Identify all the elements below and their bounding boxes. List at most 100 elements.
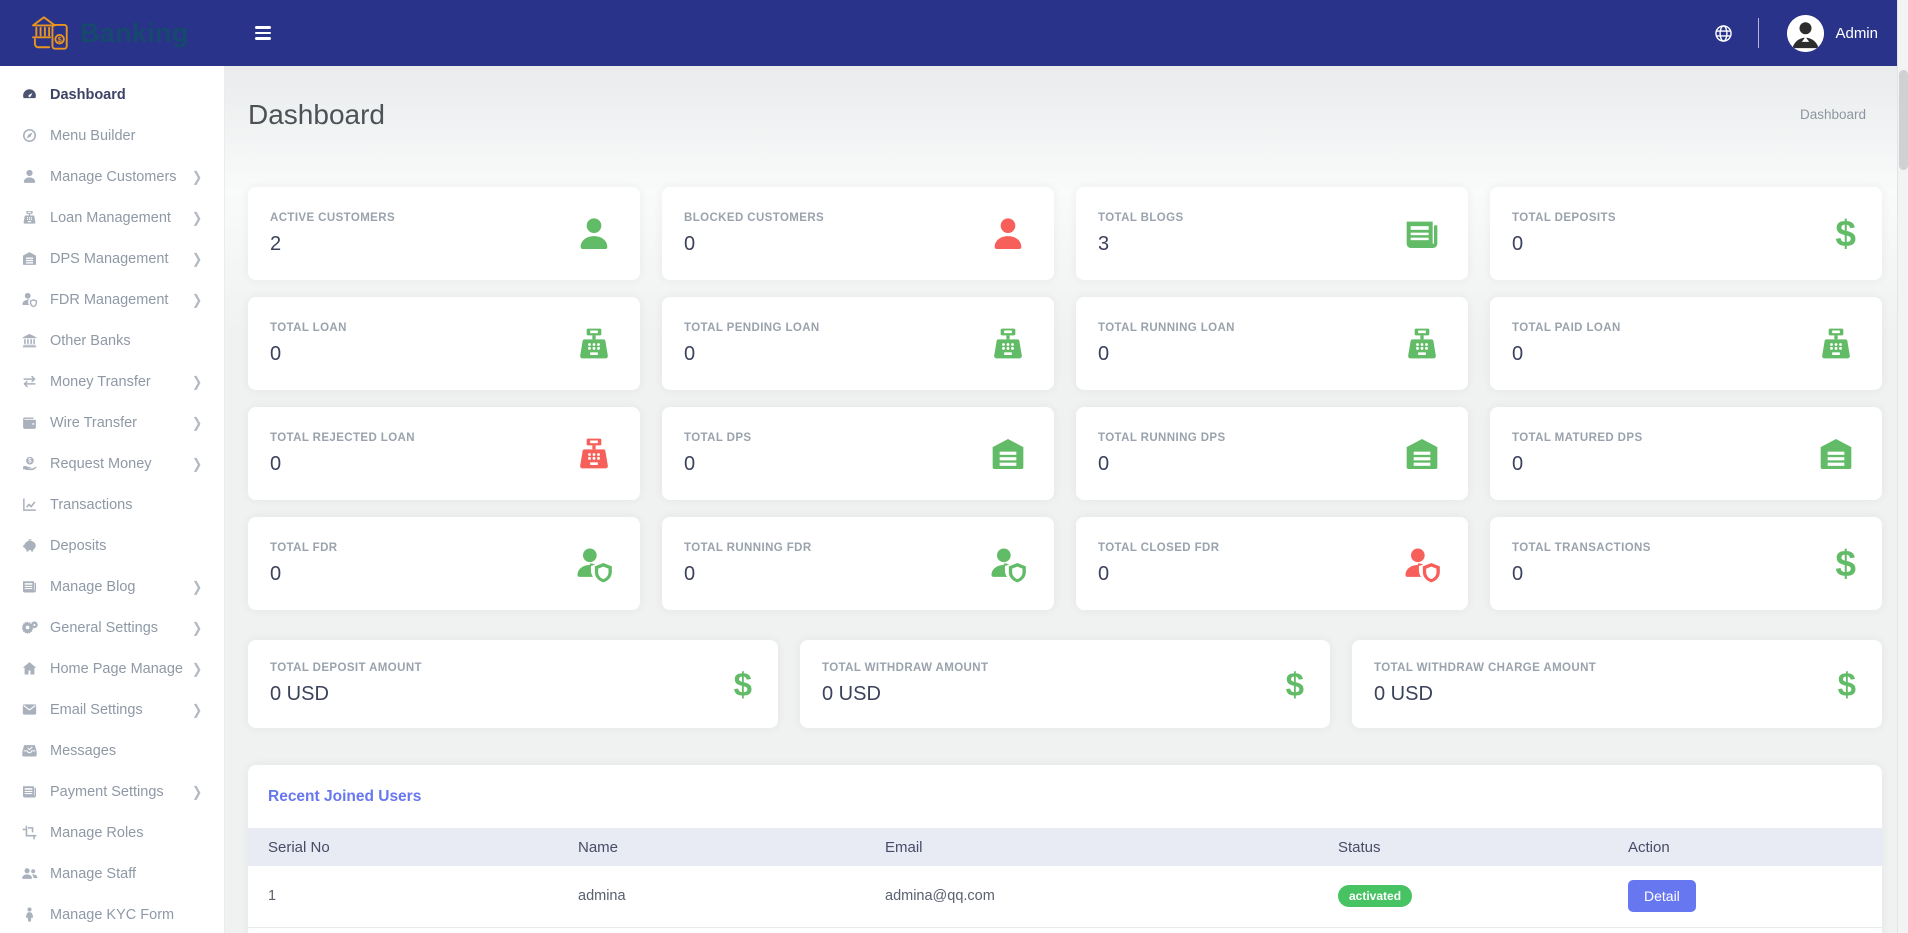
globe-icon[interactable] [1713,23,1734,44]
sidebar-item-label: Wire Transfer [50,414,138,431]
stat-label: TOTAL BLOGS [1098,211,1184,224]
users-icon [21,865,38,882]
navbar-right: Admin [1713,14,1908,52]
stat-card-active-customers: ACTIVE CUSTOMERS 2 [248,187,640,280]
detail-button[interactable]: Detail [1628,880,1696,913]
sidebar-item-label: Deposits [50,537,107,554]
exchange-icon [21,373,38,390]
stat-card-total-closed-fdr: TOTAL CLOSED FDR 0 [1076,517,1468,610]
stat-card-total-withdraw-charge-amount: TOTAL WITHDRAW CHARGE AMOUNT 0 USD $ [1352,640,1882,728]
person-icon [21,906,38,923]
gauge-icon [21,86,38,103]
stat-icon-wrap: $ [1835,545,1856,582]
usershield-icon [21,291,38,308]
brand[interactable]: $ Banking [0,14,225,52]
sidebar-item-label: Payment Settings [50,783,164,800]
page-header: Dashboard Dashboard [248,66,1882,187]
warehouse-icon [988,434,1028,474]
sidebar-item-messages[interactable]: Messages [0,730,224,771]
stat-value: 0 [1512,452,1524,475]
stat-icon-wrap [988,544,1028,584]
sidebar-item-home-page-manage[interactable]: Home Page Manage ❯ [0,648,224,689]
compass-icon [21,127,38,144]
sidebar-item-deposits[interactable]: Deposits [0,525,224,566]
sidebar-item-manage-staff[interactable]: Manage Staff [0,853,224,894]
sidebar-item-manage-kyc-form[interactable]: Manage KYC Form [0,894,224,933]
stat-icon-wrap [1816,434,1856,474]
sidebar-item-wire-transfer[interactable]: Wire Transfer ❯ [0,402,224,443]
scrollbar-thumb[interactable] [1899,70,1908,170]
stat-card-total-rejected-loan: TOTAL REJECTED LOAN 0 [248,407,640,500]
chevron-right-icon: ❯ [191,209,202,226]
sidebar-item-dps-management[interactable]: DPS Management ❯ [0,238,224,279]
sidebar-item-general-settings[interactable]: General Settings ❯ [0,607,224,648]
sidebar-item-label: Messages [50,742,117,759]
stat-card-total-running-dps: TOTAL RUNNING DPS 0 [1076,407,1468,500]
vertical-scrollbar[interactable] [1897,0,1908,933]
stat-card-total-running-fdr: TOTAL RUNNING FDR 0 [662,517,1054,610]
recent-users-card: Recent Joined Users Serial No Name Email St… [248,765,1882,933]
sidebar-item-email-settings[interactable]: Email Settings ❯ [0,689,224,730]
sidebar-item-label: Dashboard [50,86,126,103]
register-icon [1402,324,1442,364]
column-header-name: Name [558,828,865,866]
sidebar-item-loan-management[interactable]: Loan Management ❯ [0,197,224,238]
sidebar-item-request-money[interactable]: Request Money ❯ [0,443,224,484]
stat-card-total-dps: TOTAL DPS 0 [662,407,1054,500]
sidebar-item-menu-builder[interactable]: Menu Builder [0,115,224,156]
chevron-right-icon: ❯ [191,414,202,431]
stat-card-total-matured-dps: TOTAL MATURED DPS 0 [1490,407,1882,500]
sidebar-item-payment-settings[interactable]: Payment Settings ❯ [0,771,224,812]
stat-label: TOTAL DEPOSIT AMOUNT [270,662,422,674]
envelope-icon [21,701,38,718]
stat-card-total-deposit-amount: TOTAL DEPOSIT AMOUNT 0 USD $ [248,640,778,728]
sidebar-item-label: Transactions [50,496,133,513]
stat-label: TOTAL LOAN [270,321,347,334]
stat-icon-wrap [988,324,1028,364]
stat-value: 0 [1098,562,1110,585]
recent-users-table: Serial No Name Email Status Action 1 admina ad… [248,828,1882,928]
stat-value: 3 [1098,232,1110,255]
sidebar-item-label: Manage KYC Form [50,906,175,923]
svg-text:$: $ [57,35,62,44]
chevron-right-icon: ❯ [191,291,202,308]
status-badge: activated [1338,885,1413,908]
stat-card-total-blogs: TOTAL BLOGS 3 [1076,187,1468,280]
sidebar-item-manage-customers[interactable]: Manage Customers ❯ [0,156,224,197]
sidebar-item-dashboard[interactable]: Dashboard [0,74,224,115]
sidebar-item-transactions[interactable]: Transactions [0,484,224,525]
stat-label: TOTAL MATURED DPS [1512,431,1643,444]
hamburger-menu-icon[interactable] [249,20,277,46]
admin-menu[interactable]: Admin [1787,14,1878,52]
cell-serial: 1 [248,866,558,928]
stat-value: 0 [270,452,282,475]
stat-icon-wrap [574,544,614,584]
stat-label: TOTAL PAID LOAN [1512,321,1621,334]
chevron-right-icon: ❯ [191,660,202,677]
stat-label: TOTAL PENDING LOAN [684,321,820,334]
warehouse-icon [1816,434,1856,474]
stat-value: 0 USD [822,683,881,705]
sidebar-item-label: Other Banks [50,332,131,349]
sidebar-item-manage-roles[interactable]: Manage Roles [0,812,224,853]
sidebar-item-label: Menu Builder [50,127,136,144]
sidebar-item-manage-blog[interactable]: Manage Blog ❯ [0,566,224,607]
stat-label: TOTAL RUNNING DPS [1098,431,1226,444]
stat-card-total-deposits: TOTAL DEPOSITS 0 $ [1490,187,1882,280]
cell-action: Detail [1608,866,1882,928]
users-table-body: 1 admina admina@qq.com activated Detail [248,866,1882,928]
stat-value: 0 [684,562,696,585]
stat-label: ACTIVE CUSTOMERS [270,211,396,224]
sidebar-item-label: Home Page Manage [50,660,183,677]
sidebar-item-money-transfer[interactable]: Money Transfer ❯ [0,361,224,402]
stat-value: 0 [684,452,696,475]
chevron-right-icon: ❯ [191,619,202,636]
warehouse-icon [1402,434,1442,474]
sidebar-item-other-banks[interactable]: Other Banks [0,320,224,361]
dollar-icon: $ [1835,213,1856,254]
stat-icon-wrap: $ [1835,215,1856,252]
sidebar-item-fdr-management[interactable]: FDR Management ❯ [0,279,224,320]
brand-name: Banking [80,17,189,48]
user-icon [21,168,38,185]
dollar-icon: $ [1285,665,1304,703]
